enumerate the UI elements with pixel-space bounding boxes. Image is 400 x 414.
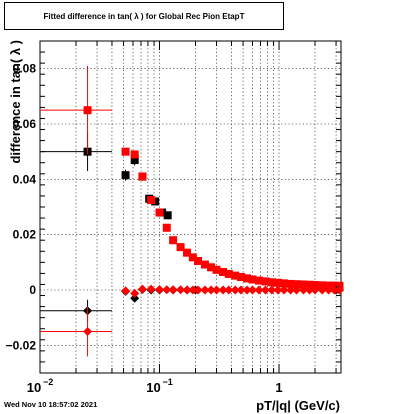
data-point (231, 271, 240, 280)
data-point (299, 280, 308, 289)
data-point (310, 285, 320, 295)
data-point (121, 286, 131, 296)
series-3 (40, 284, 344, 357)
y-tick-label: 0.06 (13, 117, 37, 131)
x-tick-exponent: −1 (163, 377, 173, 387)
data-point (151, 197, 160, 206)
y-tick-label: 0.02 (13, 228, 37, 242)
series-1 (40, 65, 344, 290)
grid (40, 41, 341, 373)
data-point (242, 285, 252, 295)
axis-ticks (39, 40, 341, 374)
data-point (305, 280, 314, 289)
data-point (248, 285, 258, 295)
data-point (260, 285, 270, 295)
data-point (261, 277, 270, 286)
data-point (138, 172, 147, 181)
data-point (188, 285, 198, 295)
y-tick-label: −0.02 (6, 338, 37, 352)
data-point (273, 285, 283, 295)
x-axis-title: pT/|q| (GeV/c) (256, 398, 340, 413)
data-point (169, 236, 178, 245)
data-point (329, 285, 339, 295)
data-point (130, 288, 140, 298)
data-point (286, 285, 296, 295)
data-point (147, 196, 156, 205)
data-point (298, 285, 308, 295)
data-point (200, 285, 210, 295)
data-point (183, 248, 192, 257)
data-point (236, 285, 246, 295)
data-point (254, 285, 264, 295)
data-point (162, 285, 172, 295)
plot-frame (39, 40, 342, 374)
y-tick-label: 0.08 (13, 62, 37, 76)
x-tick-label: 10 (146, 380, 160, 395)
data-point (130, 155, 139, 164)
data-point (155, 284, 165, 294)
y-axis-title: difference in tan( λ ) (8, 40, 23, 164)
data-point (267, 285, 277, 295)
x-tick-exponent: −2 (43, 377, 53, 387)
data-point (317, 285, 327, 295)
data-point (163, 211, 172, 220)
data-point (146, 284, 156, 294)
timestamp: Wed Nov 10 18:57:02 2021 (4, 400, 98, 409)
data-point (83, 327, 93, 336)
data-point (212, 285, 222, 295)
data-point (255, 276, 264, 285)
data-point (292, 280, 301, 289)
data-point (188, 253, 197, 262)
data-point (291, 285, 301, 295)
data-point (121, 147, 130, 156)
data-point (176, 285, 186, 295)
data-point (207, 263, 216, 272)
data-point (200, 260, 209, 269)
chart-title: Fitted difference in tan( λ ) for Global… (43, 11, 245, 21)
data-point (168, 285, 178, 295)
data-point (155, 208, 164, 217)
data-point (230, 285, 240, 295)
data-marks (40, 65, 344, 357)
data-point (267, 278, 276, 287)
y-tick-label: 0 (29, 283, 36, 297)
data-point (324, 285, 334, 295)
data-point (305, 285, 315, 295)
data-point (176, 243, 185, 252)
data-point (162, 223, 171, 232)
data-point (206, 285, 216, 295)
data-point (243, 274, 252, 283)
x-tick-label: 10 (27, 380, 41, 395)
data-point (236, 272, 245, 281)
data-point (130, 293, 140, 303)
data-point (279, 279, 288, 288)
data-point (130, 150, 139, 159)
data-point (212, 265, 221, 274)
data-point (318, 281, 327, 290)
data-point (224, 285, 234, 295)
data-point (273, 278, 282, 287)
data-point (279, 285, 289, 295)
data-point (224, 269, 233, 278)
data-point (248, 275, 257, 284)
data-point (219, 268, 228, 277)
data-point (182, 285, 192, 295)
data-point (311, 281, 320, 290)
data-point (83, 106, 92, 115)
data-point (193, 285, 203, 295)
data-point (137, 284, 147, 294)
data-point (286, 279, 295, 288)
x-tick-label: 1 (275, 380, 282, 395)
data-point (121, 171, 130, 180)
chart-title-box: Fitted difference in tan( λ ) for Global… (4, 2, 284, 30)
data-point (218, 285, 228, 295)
series-0 (40, 132, 344, 292)
data-point (194, 256, 203, 265)
y-tick-label: 0.04 (13, 172, 37, 186)
data-point (334, 285, 344, 295)
